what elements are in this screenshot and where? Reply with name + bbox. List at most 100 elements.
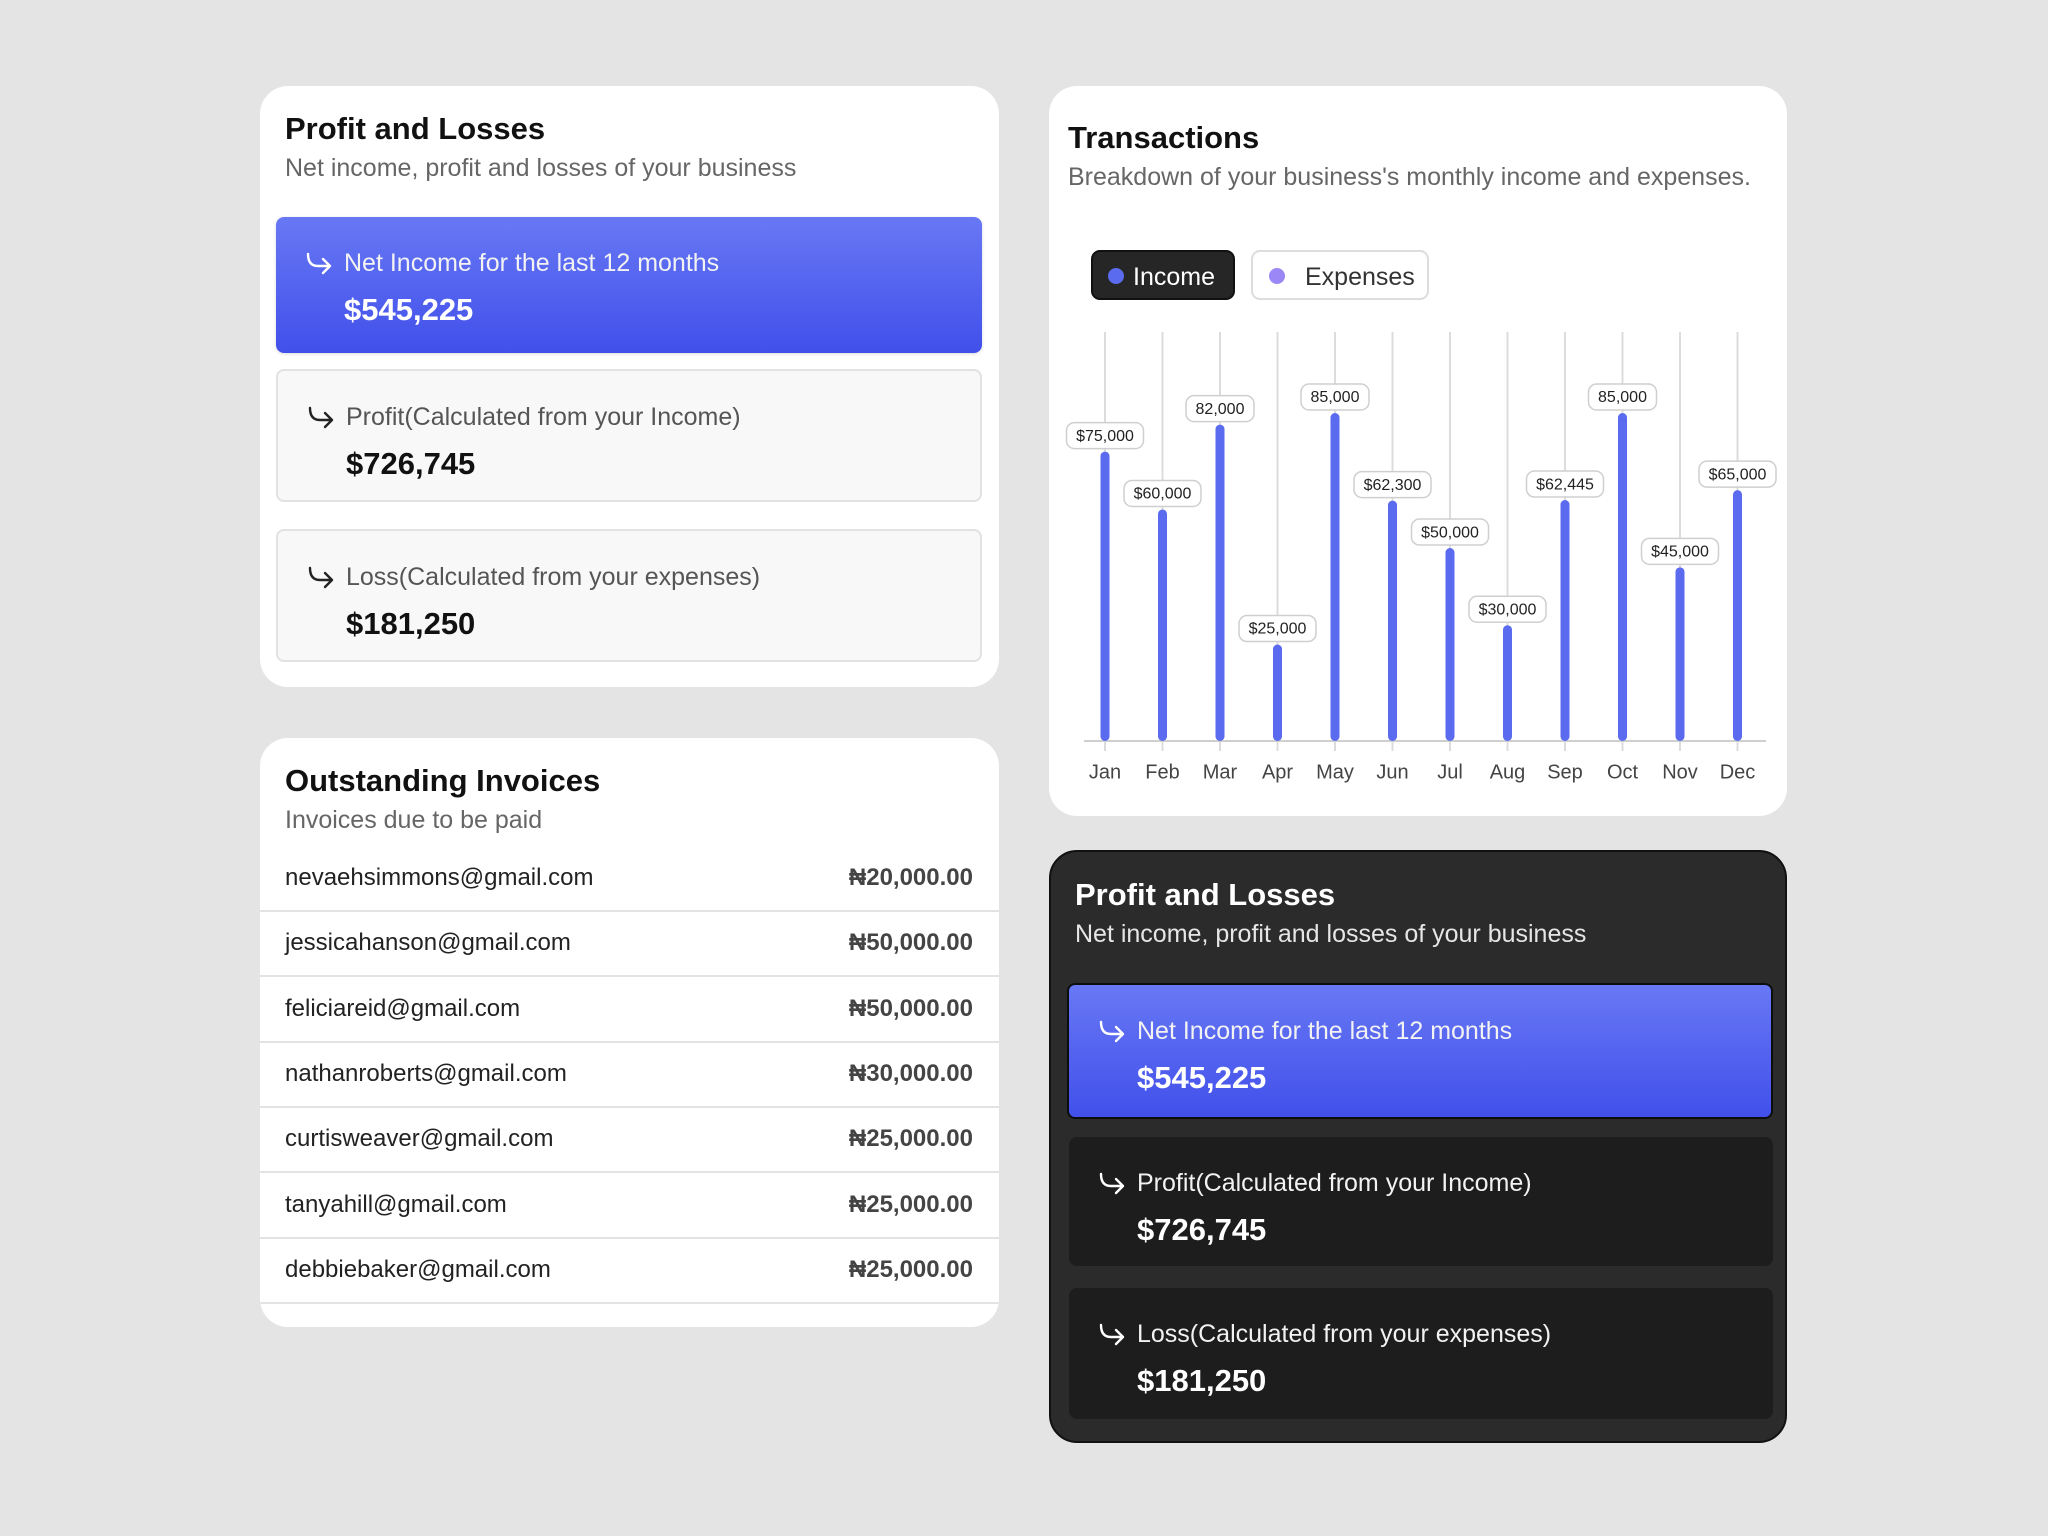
summary-item: Net Income for the last 12 months $545,22… <box>1067 983 1773 1119</box>
item-value: $545,225 <box>1137 1060 1267 1095</box>
x-tick-label: Mar <box>1203 761 1238 783</box>
item-label: Profit(Calculated from your Income) <box>346 403 741 431</box>
value-label: 85,000 <box>1598 389 1647 406</box>
card-subtitle: Net income, profit and losses of your bu… <box>285 154 797 182</box>
value-label: $50,000 <box>1421 524 1479 541</box>
value-label-bg <box>1525 470 1605 498</box>
item-label: Profit(Calculated from your Income) <box>1137 1169 1532 1197</box>
invoice-amount: ₦50,000.00 <box>848 929 973 957</box>
value-label: $62,300 <box>1364 477 1422 494</box>
summary-item: Loss(Calculated from your expenses) $181,… <box>276 529 982 662</box>
x-tick-label: Apr <box>1262 761 1293 783</box>
invoice-amount: ₦50,000.00 <box>848 994 973 1022</box>
item-value: $181,250 <box>1137 1363 1267 1398</box>
value-label-bg <box>1238 614 1317 643</box>
card-title: Profit and Losses <box>1075 877 1336 912</box>
bar <box>1675 567 1685 741</box>
legend-label: Income <box>1133 263 1215 291</box>
row-divider <box>260 1105 999 1108</box>
value-label: 85,000 <box>1311 389 1360 406</box>
summary-item: Profit(Calculated from your Income) $726,… <box>276 369 982 502</box>
row-divider <box>260 1171 999 1174</box>
arrow-icon <box>308 406 334 429</box>
value-label-bg <box>1065 421 1145 450</box>
x-tick-label: Oct <box>1607 761 1639 783</box>
row-divider <box>260 1236 999 1239</box>
item-label: Loss(Calculated from your expenses) <box>346 563 761 591</box>
x-tick-label: May <box>1316 761 1354 783</box>
value-label: $75,000 <box>1076 428 1134 445</box>
bar <box>1330 413 1340 741</box>
value-label-bg <box>1587 383 1658 411</box>
value-label-bg <box>1410 518 1490 546</box>
x-tick-label: Feb <box>1145 761 1179 783</box>
invoice-email: nevaehsimmons@gmail.com <box>285 864 594 891</box>
invoices-card: Outstanding Invoices Invoices due to be p… <box>260 738 999 1327</box>
row-divider <box>260 1301 999 1304</box>
bar <box>1560 500 1570 741</box>
legend-label: Expenses <box>1305 263 1415 291</box>
x-tick-label: Jun <box>1376 761 1408 783</box>
summary-item: Loss(Calculated from your expenses) $181,… <box>1069 1288 1773 1419</box>
invoice-amount: ₦20,000.00 <box>848 864 973 891</box>
value-label: $30,000 <box>1479 601 1537 618</box>
invoice-email: debbiebaker@gmail.com <box>285 1255 551 1283</box>
card-subtitle: Net income, profit and losses of your bu… <box>1075 920 1587 948</box>
card-title: Profit and Losses <box>285 111 546 146</box>
value-label: $65,000 <box>1709 466 1767 483</box>
invoice-amount: ₦25,000.00 <box>848 1255 973 1283</box>
summary-item: Profit(Calculated from your Income) $726,… <box>1069 1137 1773 1266</box>
legend-dot <box>1269 268 1285 284</box>
bar-chart: Jan Feb Mar Apr May Jun Jul Aug Sep Oct Nov Dec $75,… <box>1065 332 1777 783</box>
value-label-bg <box>1640 537 1720 566</box>
arrow-icon <box>1099 1323 1125 1346</box>
card-title: Transactions <box>1068 120 1260 155</box>
value-label: $45,000 <box>1651 544 1709 561</box>
legend-item[interactable]: Income <box>1091 250 1235 300</box>
value-label-bg <box>1353 470 1432 499</box>
item-label: Net Income for the last 12 months <box>1137 1017 1513 1045</box>
value-label-bg <box>1123 479 1202 508</box>
bar <box>1273 644 1282 741</box>
invoice-email: curtisweaver@gmail.com <box>285 1125 554 1153</box>
legend-dot <box>1108 268 1124 284</box>
invoice-email: tanyahill@gmail.com <box>285 1190 507 1218</box>
bar <box>1388 500 1397 741</box>
arrow-icon <box>1099 1020 1125 1043</box>
card-title: Outstanding Invoices <box>285 763 601 798</box>
row-divider <box>260 975 999 978</box>
value-label: $25,000 <box>1249 621 1307 638</box>
bar <box>1215 424 1225 741</box>
x-tick-label: Jul <box>1437 761 1463 783</box>
value-label: $62,445 <box>1536 476 1594 493</box>
summary-item: Net Income for the last 12 months $545,22… <box>276 217 982 353</box>
legend-item[interactable]: Expenses <box>1251 250 1429 300</box>
invoice-email: feliciareid@gmail.com <box>285 994 521 1022</box>
item-value: $545,225 <box>344 292 474 327</box>
x-tick-label: Dec <box>1720 761 1756 783</box>
bar <box>1503 625 1512 741</box>
bar <box>1733 490 1742 741</box>
invoice-amount: ₦25,000.00 <box>848 1190 973 1218</box>
arrow-icon <box>306 252 332 275</box>
row-divider <box>260 910 999 912</box>
item-value: $726,745 <box>1137 1212 1267 1247</box>
bar <box>1100 451 1110 741</box>
item-value: $726,745 <box>346 446 476 481</box>
arrow-icon <box>1099 1172 1125 1195</box>
x-tick-label: Sep <box>1547 761 1583 783</box>
bar <box>1158 509 1167 741</box>
invoice-email: nathanroberts@gmail.com <box>285 1059 567 1087</box>
invoice-amount: ₦30,000.00 <box>848 1059 973 1087</box>
x-tick-label: Jan <box>1089 761 1121 783</box>
value-label-bg <box>1300 383 1370 411</box>
x-tick-label: Nov <box>1662 761 1698 783</box>
invoice-email: jessicahanson@gmail.com <box>285 929 571 957</box>
item-value: $181,250 <box>346 606 476 641</box>
profit-losses-card: Profit and Losses Net income, profit and … <box>260 86 999 687</box>
row-divider <box>260 1040 999 1043</box>
transactions-card: Jan Feb Mar Apr May Jun Jul Aug Sep Oct Nov Dec $75,… <box>1049 86 1787 816</box>
x-tick-label: Aug <box>1490 761 1526 783</box>
card-subtitle: Breakdown of your business's monthly inc… <box>1068 163 1751 191</box>
